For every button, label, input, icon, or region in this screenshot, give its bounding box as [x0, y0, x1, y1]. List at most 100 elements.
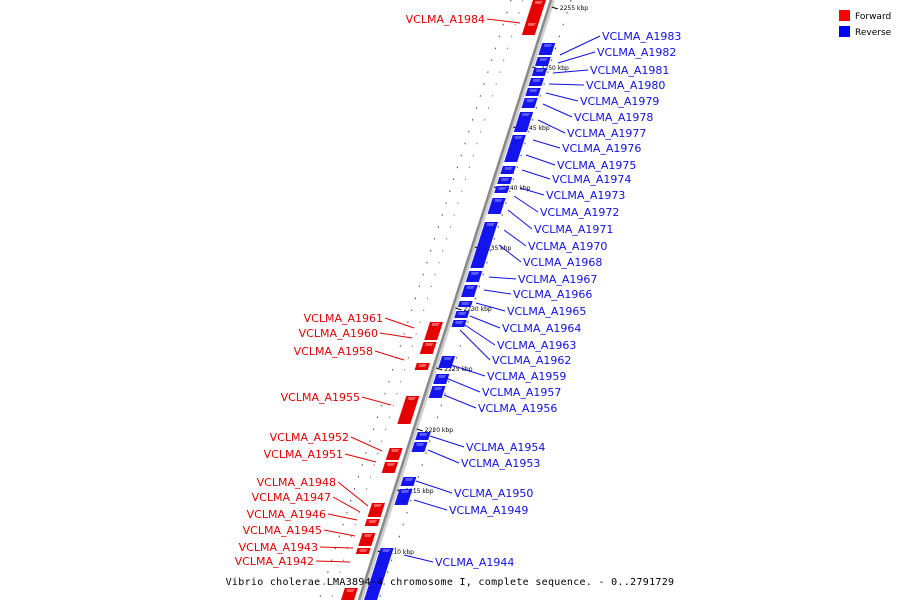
leader-line — [503, 229, 527, 247]
leader-line — [443, 394, 477, 409]
gene-label[interactable]: VCLMA_A1942 — [235, 555, 314, 568]
forward-gene[interactable] — [397, 396, 420, 424]
gene-label[interactable]: VCLMA_A1979 — [580, 95, 659, 108]
reverse-gene[interactable] — [513, 112, 534, 132]
forward-gene[interactable] — [341, 588, 358, 600]
forward-gene[interactable] — [381, 462, 399, 473]
leader-line — [429, 435, 465, 448]
forward-gene[interactable] — [367, 503, 386, 517]
gene-label[interactable]: VCLMA_A1976 — [562, 142, 641, 155]
gene-label[interactable]: VCLMA_A1943 — [239, 541, 318, 554]
gene-label[interactable]: VCLMA_A1978 — [574, 111, 653, 124]
gene-label[interactable]: VCLMA_A1945 — [243, 524, 322, 537]
gene-label[interactable]: VCLMA_A1951 — [264, 448, 343, 461]
leader-line — [379, 332, 413, 339]
forward-gene[interactable] — [358, 533, 376, 546]
reverse-gene[interactable] — [470, 222, 498, 268]
gene-label[interactable]: VCLMA_A1960 — [299, 327, 378, 340]
gene-label[interactable]: VCLMA_A1973 — [546, 189, 625, 202]
gene-highlight — [391, 449, 400, 452]
tick-mark — [455, 307, 462, 311]
gene-highlight — [418, 364, 427, 367]
gene-highlight — [419, 433, 428, 436]
gene-label[interactable]: VCLMA_A1949 — [449, 504, 528, 517]
reverse-gene[interactable] — [487, 198, 506, 214]
gene-label[interactable]: VCLMA_A1947 — [252, 491, 331, 504]
forward-gene[interactable] — [424, 322, 443, 340]
gene-label[interactable]: VCLMA_A1980 — [586, 79, 665, 92]
leader-line — [459, 329, 491, 361]
legend-forward-swatch — [839, 10, 850, 21]
gene-label[interactable]: VCLMA_A1961 — [304, 312, 383, 325]
gene-label[interactable]: VCLMA_A1972 — [540, 206, 619, 219]
reverse-gene[interactable] — [504, 135, 526, 162]
gene-label[interactable]: VCLMA_A1956 — [478, 402, 557, 415]
gene-label[interactable]: VCLMA_A1974 — [552, 173, 631, 186]
gene-label[interactable]: VCLMA_A1965 — [507, 305, 586, 318]
gene-label[interactable]: VCLMA_A1963 — [497, 339, 576, 352]
gene-highlight — [364, 534, 373, 537]
gene-highlight — [466, 286, 475, 289]
leader-line — [483, 289, 512, 295]
gene-highlight — [401, 490, 410, 493]
reverse-gene[interactable] — [465, 271, 483, 282]
gene-highlight — [359, 549, 368, 552]
gene-highlight — [408, 397, 417, 400]
forward-gene[interactable] — [419, 342, 437, 354]
forward-gene[interactable] — [385, 448, 403, 460]
gene-label[interactable]: VCLMA_A1970 — [528, 240, 607, 253]
gene-label[interactable]: VCLMA_A1982 — [597, 46, 676, 59]
gene-highlight — [387, 463, 396, 466]
leader-line — [337, 481, 369, 507]
reverse-gene[interactable] — [460, 285, 478, 297]
gene-label[interactable]: VCLMA_A1983 — [602, 30, 681, 43]
gene-label[interactable]: VCLMA_A1957 — [482, 386, 561, 399]
tick-label: 2225 kbp — [444, 366, 472, 373]
gene-label[interactable]: VCLMA_A1950 — [454, 487, 533, 500]
reverse-gene[interactable] — [538, 43, 556, 55]
gene-label[interactable]: VCLMA_A1966 — [513, 288, 592, 301]
backbone-line — [357, 0, 553, 600]
legend-forward-label: Forward — [855, 12, 891, 22]
leader-line — [513, 195, 539, 213]
reverse-gene[interactable] — [394, 489, 413, 505]
leader-line — [413, 499, 448, 511]
gene-highlight — [529, 89, 538, 92]
leader-line — [532, 139, 561, 149]
gene-label[interactable]: VCLMA_A1959 — [487, 370, 566, 383]
gene-label[interactable]: VCLMA_A1984 — [406, 13, 485, 26]
leader-line — [548, 83, 585, 86]
forward-gene[interactable] — [521, 22, 539, 35]
legend-reverse-swatch — [839, 26, 850, 37]
gene-highlight — [405, 478, 414, 481]
leader-line — [537, 119, 566, 134]
gene-highlight — [533, 79, 542, 82]
gene-label[interactable]: VCLMA_A1954 — [466, 441, 545, 454]
gene-label[interactable]: VCLMA_A1955 — [281, 391, 360, 404]
leader-line — [525, 154, 556, 166]
forward-gene[interactable] — [525, 0, 546, 22]
reverse-gene[interactable] — [364, 548, 394, 600]
gene-label[interactable]: VCLMA_A1971 — [534, 223, 613, 236]
gene-label[interactable]: VCLMA_A1964 — [502, 322, 581, 335]
gene-label[interactable]: VCLMA_A1952 — [270, 431, 349, 444]
gene-label[interactable]: VCLMA_A1981 — [590, 64, 669, 77]
gene-label[interactable]: VCLMA_A1968 — [523, 256, 602, 269]
gene-label[interactable]: VCLMA_A1962 — [492, 354, 571, 367]
leader-line — [521, 169, 551, 180]
gene-label[interactable]: VCLMA_A1958 — [294, 345, 373, 358]
gene-label[interactable]: VCLMA_A1948 — [257, 476, 336, 489]
gene-label[interactable]: VCLMA_A1977 — [567, 127, 646, 140]
gene-highlight — [526, 99, 535, 102]
gene-label[interactable]: VCLMA_A1944 — [435, 556, 514, 569]
gene-label[interactable]: VCLMA_A1953 — [461, 457, 540, 470]
reverse-gene[interactable] — [428, 386, 446, 398]
leader-line — [464, 324, 496, 346]
gene-label[interactable]: VCLMA_A1946 — [247, 508, 326, 521]
gene-highlight — [504, 167, 513, 170]
gene-label[interactable]: VCLMA_A1975 — [557, 159, 636, 172]
gene-label[interactable]: VCLMA_A1967 — [518, 273, 597, 286]
leader-line — [384, 317, 415, 329]
leader-line — [507, 209, 533, 230]
tick-label: 2250 kbp — [541, 65, 569, 72]
